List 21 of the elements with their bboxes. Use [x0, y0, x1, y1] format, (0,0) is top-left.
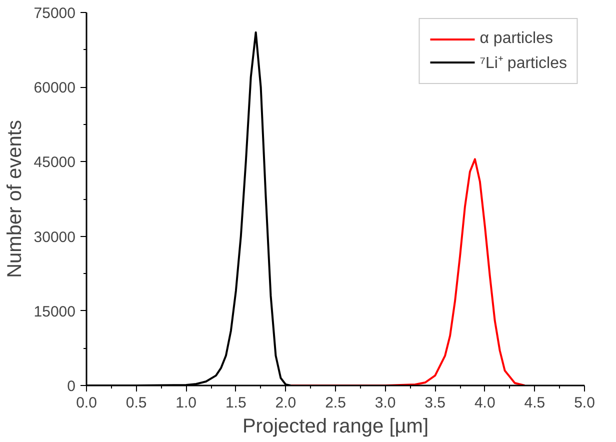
- y-axis-title: Number of events: [4, 120, 26, 278]
- x-tick-label: 4.0: [474, 394, 496, 412]
- y-tick-label: 30000: [34, 228, 76, 246]
- x-tick-label: 2.5: [325, 394, 346, 412]
- legend-label: α particles: [480, 30, 554, 48]
- x-tick-label: 5.0: [574, 394, 595, 412]
- y-tick-label: 60000: [34, 80, 76, 97]
- legend-label: ⁷Li⁺ particles: [480, 54, 567, 73]
- y-tick-label: 75000: [34, 5, 76, 22]
- y-tick-label: 0: [67, 378, 76, 395]
- x-tick-label: 0.5: [126, 394, 147, 412]
- x-tick-label: 4.5: [524, 394, 546, 412]
- y-tick-label: 15000: [34, 303, 76, 320]
- x-tick-label: 1.0: [176, 394, 197, 412]
- x-tick-label: 3.0: [374, 394, 396, 412]
- x-tick-label: 1.5: [225, 394, 246, 412]
- x-tick-label: 3.5: [424, 394, 446, 412]
- x-axis-title: Projected range [µm]: [242, 416, 429, 438]
- y-tick-label: 45000: [34, 154, 76, 172]
- x-tick-label: 2.0: [275, 394, 296, 412]
- x-tick-label: 0.0: [76, 394, 97, 412]
